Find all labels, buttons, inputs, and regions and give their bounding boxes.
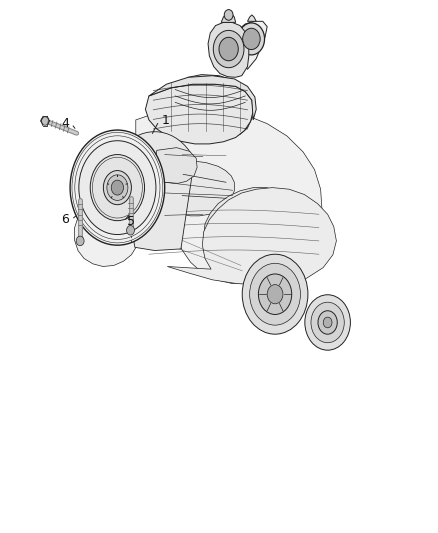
Circle shape	[42, 117, 49, 125]
Circle shape	[219, 37, 238, 61]
Circle shape	[323, 317, 332, 328]
Polygon shape	[236, 21, 267, 69]
Polygon shape	[156, 148, 197, 183]
Polygon shape	[149, 76, 256, 120]
Polygon shape	[221, 13, 236, 22]
Circle shape	[90, 155, 145, 221]
Text: 5: 5	[127, 215, 134, 228]
Circle shape	[311, 302, 344, 343]
Polygon shape	[204, 188, 314, 255]
Circle shape	[127, 225, 134, 235]
Circle shape	[111, 180, 124, 195]
Circle shape	[267, 285, 283, 304]
Circle shape	[70, 130, 165, 245]
Circle shape	[238, 23, 265, 55]
Circle shape	[305, 295, 350, 350]
Polygon shape	[166, 75, 252, 139]
Polygon shape	[136, 161, 234, 216]
Polygon shape	[208, 22, 249, 77]
Circle shape	[76, 236, 84, 246]
Circle shape	[250, 263, 300, 325]
Circle shape	[318, 311, 337, 334]
Circle shape	[107, 175, 128, 200]
Text: 4: 4	[61, 117, 69, 130]
Polygon shape	[167, 188, 336, 285]
Circle shape	[103, 171, 131, 205]
Polygon shape	[74, 108, 322, 284]
Circle shape	[79, 141, 156, 235]
Circle shape	[243, 28, 260, 50]
Polygon shape	[247, 15, 256, 21]
Circle shape	[213, 30, 244, 68]
Circle shape	[242, 254, 308, 334]
Text: 6: 6	[61, 213, 69, 226]
Circle shape	[224, 10, 233, 20]
Polygon shape	[145, 84, 253, 144]
Text: 1: 1	[162, 115, 170, 127]
Polygon shape	[103, 195, 140, 224]
Polygon shape	[115, 130, 194, 251]
Circle shape	[258, 274, 292, 314]
